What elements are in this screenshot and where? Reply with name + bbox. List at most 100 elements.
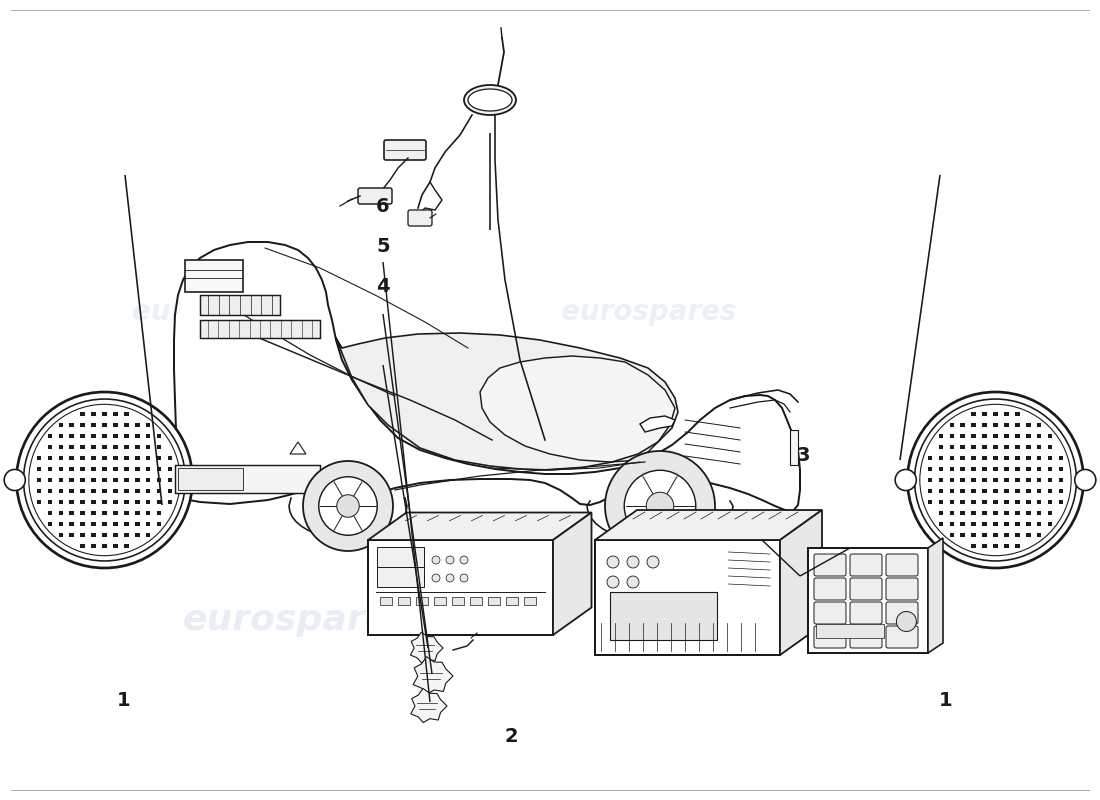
FancyBboxPatch shape bbox=[938, 434, 943, 438]
FancyBboxPatch shape bbox=[960, 434, 965, 438]
FancyBboxPatch shape bbox=[790, 430, 798, 465]
Text: eurospares: eurospares bbox=[612, 603, 840, 637]
FancyBboxPatch shape bbox=[102, 434, 107, 438]
FancyBboxPatch shape bbox=[80, 478, 85, 482]
FancyBboxPatch shape bbox=[993, 522, 998, 526]
Circle shape bbox=[607, 556, 619, 568]
FancyBboxPatch shape bbox=[113, 434, 118, 438]
Circle shape bbox=[625, 470, 695, 542]
FancyBboxPatch shape bbox=[146, 511, 151, 515]
Circle shape bbox=[302, 461, 393, 551]
FancyBboxPatch shape bbox=[960, 533, 965, 537]
FancyBboxPatch shape bbox=[113, 423, 118, 427]
FancyBboxPatch shape bbox=[1004, 423, 1009, 427]
FancyBboxPatch shape bbox=[1015, 434, 1020, 438]
FancyBboxPatch shape bbox=[1059, 456, 1064, 460]
Polygon shape bbox=[640, 416, 675, 432]
FancyBboxPatch shape bbox=[135, 456, 140, 460]
Circle shape bbox=[446, 556, 454, 564]
FancyBboxPatch shape bbox=[993, 489, 998, 493]
FancyBboxPatch shape bbox=[1015, 511, 1020, 515]
FancyBboxPatch shape bbox=[1026, 478, 1031, 482]
FancyBboxPatch shape bbox=[36, 456, 41, 460]
FancyBboxPatch shape bbox=[58, 434, 63, 438]
FancyBboxPatch shape bbox=[36, 500, 41, 504]
FancyBboxPatch shape bbox=[80, 456, 85, 460]
FancyBboxPatch shape bbox=[80, 511, 85, 515]
FancyBboxPatch shape bbox=[113, 467, 118, 471]
FancyBboxPatch shape bbox=[949, 533, 954, 537]
FancyBboxPatch shape bbox=[69, 456, 74, 460]
FancyBboxPatch shape bbox=[1026, 445, 1031, 449]
Text: 5: 5 bbox=[376, 237, 389, 256]
FancyBboxPatch shape bbox=[1048, 456, 1053, 460]
FancyBboxPatch shape bbox=[1004, 489, 1009, 493]
FancyBboxPatch shape bbox=[982, 489, 987, 493]
FancyBboxPatch shape bbox=[47, 522, 52, 526]
FancyBboxPatch shape bbox=[993, 423, 998, 427]
FancyBboxPatch shape bbox=[1015, 489, 1020, 493]
Circle shape bbox=[903, 388, 1088, 573]
FancyBboxPatch shape bbox=[960, 445, 965, 449]
FancyBboxPatch shape bbox=[938, 522, 943, 526]
Circle shape bbox=[605, 451, 715, 561]
FancyBboxPatch shape bbox=[146, 434, 151, 438]
FancyBboxPatch shape bbox=[1015, 544, 1020, 548]
FancyBboxPatch shape bbox=[1026, 467, 1031, 471]
FancyBboxPatch shape bbox=[69, 445, 74, 449]
FancyBboxPatch shape bbox=[157, 511, 162, 515]
FancyBboxPatch shape bbox=[146, 489, 151, 493]
FancyBboxPatch shape bbox=[927, 489, 932, 493]
FancyBboxPatch shape bbox=[1004, 456, 1009, 460]
Polygon shape bbox=[414, 657, 453, 694]
FancyBboxPatch shape bbox=[135, 423, 140, 427]
FancyBboxPatch shape bbox=[113, 544, 118, 548]
FancyBboxPatch shape bbox=[993, 445, 998, 449]
FancyBboxPatch shape bbox=[960, 478, 965, 482]
FancyBboxPatch shape bbox=[524, 597, 536, 605]
FancyBboxPatch shape bbox=[949, 434, 954, 438]
FancyBboxPatch shape bbox=[124, 445, 129, 449]
FancyBboxPatch shape bbox=[938, 500, 943, 504]
Polygon shape bbox=[290, 442, 306, 454]
FancyBboxPatch shape bbox=[927, 500, 932, 504]
FancyBboxPatch shape bbox=[982, 533, 987, 537]
FancyBboxPatch shape bbox=[69, 467, 74, 471]
FancyBboxPatch shape bbox=[168, 456, 173, 460]
FancyBboxPatch shape bbox=[610, 592, 717, 640]
FancyBboxPatch shape bbox=[135, 434, 140, 438]
FancyBboxPatch shape bbox=[1059, 467, 1064, 471]
Circle shape bbox=[920, 404, 1071, 556]
FancyBboxPatch shape bbox=[113, 500, 118, 504]
FancyBboxPatch shape bbox=[124, 511, 129, 515]
FancyBboxPatch shape bbox=[58, 500, 63, 504]
FancyBboxPatch shape bbox=[168, 500, 173, 504]
FancyBboxPatch shape bbox=[1048, 478, 1053, 482]
FancyBboxPatch shape bbox=[1048, 500, 1053, 504]
FancyBboxPatch shape bbox=[200, 320, 320, 338]
FancyBboxPatch shape bbox=[1004, 412, 1009, 416]
Text: 4: 4 bbox=[376, 277, 389, 296]
FancyBboxPatch shape bbox=[113, 511, 118, 515]
FancyBboxPatch shape bbox=[982, 423, 987, 427]
FancyBboxPatch shape bbox=[69, 500, 74, 504]
FancyBboxPatch shape bbox=[982, 500, 987, 504]
FancyBboxPatch shape bbox=[434, 597, 446, 605]
FancyBboxPatch shape bbox=[146, 533, 151, 537]
FancyBboxPatch shape bbox=[200, 295, 280, 315]
FancyBboxPatch shape bbox=[886, 626, 918, 648]
FancyBboxPatch shape bbox=[47, 511, 52, 515]
Polygon shape bbox=[410, 632, 443, 663]
FancyBboxPatch shape bbox=[1026, 533, 1031, 537]
FancyBboxPatch shape bbox=[80, 533, 85, 537]
FancyBboxPatch shape bbox=[157, 445, 162, 449]
FancyBboxPatch shape bbox=[69, 489, 74, 493]
Circle shape bbox=[432, 556, 440, 564]
FancyBboxPatch shape bbox=[1048, 434, 1053, 438]
FancyBboxPatch shape bbox=[971, 445, 976, 449]
FancyBboxPatch shape bbox=[993, 412, 998, 416]
Circle shape bbox=[895, 470, 916, 490]
FancyBboxPatch shape bbox=[102, 478, 107, 482]
Text: eurospares: eurospares bbox=[132, 298, 308, 326]
FancyBboxPatch shape bbox=[36, 489, 41, 493]
